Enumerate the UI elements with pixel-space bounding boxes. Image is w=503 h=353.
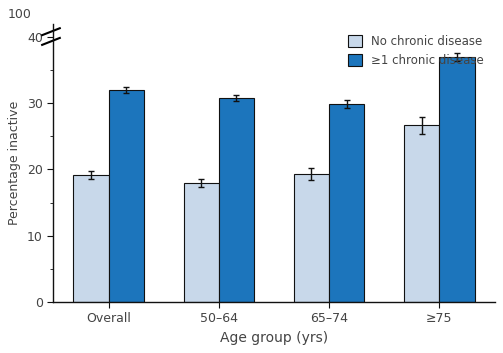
Bar [109, 90, 144, 302]
Y-axis label: Percentage inactive: Percentage inactive [9, 101, 21, 225]
X-axis label: Age group (yrs): Age group (yrs) [220, 331, 328, 345]
Bar [73, 175, 109, 302]
Bar [404, 125, 439, 302]
Bar [294, 174, 329, 302]
Legend: No chronic disease, ≥1 chronic disease: No chronic disease, ≥1 chronic disease [343, 30, 489, 71]
Bar [184, 183, 219, 302]
Text: 100: 100 [8, 8, 32, 21]
Bar [219, 98, 254, 302]
Bar [439, 57, 475, 302]
Bar [329, 104, 364, 302]
